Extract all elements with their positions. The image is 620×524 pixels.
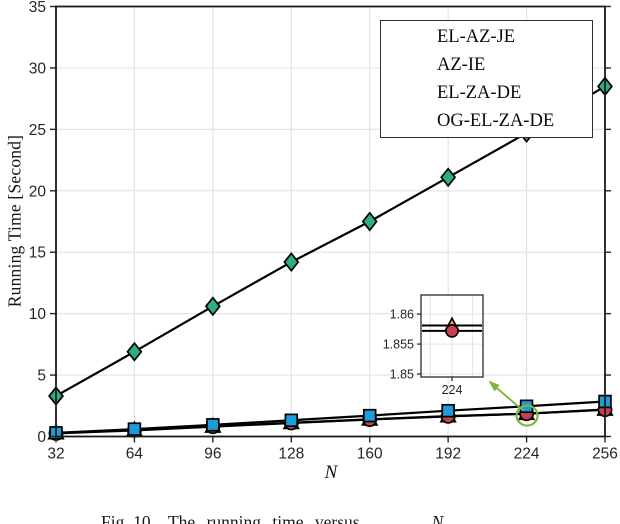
svg-text:32: 32 — [47, 446, 64, 463]
legend-label: EL-AZ-JE — [437, 26, 516, 47]
legend-item: OG-EL-ZA-DE — [381, 108, 592, 135]
svg-text:224: 224 — [442, 383, 463, 397]
legend-label: EL-ZA-DE — [437, 82, 522, 103]
legend-square-marker-icon — [381, 109, 435, 133]
caption-variable: N — [431, 512, 444, 524]
legend-triangle-marker-icon — [381, 53, 435, 77]
legend-label: OG-EL-ZA-DE — [437, 110, 555, 131]
legend-circle-marker-icon — [381, 81, 435, 105]
legend-label: AZ-IE — [437, 54, 486, 75]
caption-text: The running time versus — [167, 512, 360, 524]
svg-text:15: 15 — [29, 245, 46, 262]
svg-text:192: 192 — [435, 446, 461, 463]
x-axis-label: N — [324, 462, 338, 483]
svg-text:96: 96 — [204, 446, 221, 463]
svg-text:5: 5 — [37, 368, 46, 385]
svg-text:128: 128 — [278, 446, 304, 463]
legend-diamond-marker-icon — [381, 25, 435, 49]
svg-text:224: 224 — [514, 446, 540, 463]
y-axis-label: Running Time [Second] — [4, 134, 25, 308]
legend-item: EL-AZ-JE — [381, 24, 592, 51]
svg-text:1.86: 1.86 — [390, 308, 414, 322]
figure-caption: Fig. 10. The running time versus N — [0, 512, 620, 524]
svg-text:20: 20 — [29, 183, 47, 200]
caption-fig-number: Fig. 10. — [101, 512, 155, 524]
legend-item: AZ-IE — [381, 52, 592, 79]
svg-text:256: 256 — [592, 446, 618, 463]
legend: EL-AZ-JE AZ-IE EL-ZA-DE OG-EL-ZA-DE — [380, 20, 593, 138]
svg-text:10: 10 — [29, 306, 47, 323]
svg-text:160: 160 — [357, 446, 383, 463]
svg-text:35: 35 — [29, 0, 46, 16]
legend-item: EL-ZA-DE — [381, 80, 592, 107]
svg-text:30: 30 — [29, 60, 47, 77]
svg-text:25: 25 — [29, 122, 46, 139]
svg-text:1.85: 1.85 — [390, 368, 414, 382]
svg-text:64: 64 — [126, 446, 144, 463]
svg-text:1.855: 1.855 — [383, 338, 414, 352]
svg-text:0: 0 — [37, 429, 46, 446]
